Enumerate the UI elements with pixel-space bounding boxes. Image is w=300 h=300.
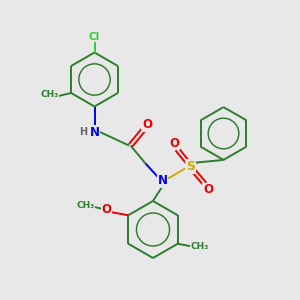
Text: S: S bbox=[186, 160, 195, 173]
Text: O: O bbox=[169, 136, 179, 150]
Text: H: H bbox=[79, 127, 87, 137]
Text: O: O bbox=[102, 203, 112, 216]
Text: N: N bbox=[89, 125, 100, 139]
Text: N: N bbox=[158, 174, 168, 187]
Text: CH₃: CH₃ bbox=[76, 201, 95, 210]
Text: CH₃: CH₃ bbox=[40, 90, 58, 99]
Text: CH₃: CH₃ bbox=[190, 242, 208, 251]
Text: O: O bbox=[142, 118, 152, 131]
Text: O: O bbox=[203, 183, 213, 196]
Text: Cl: Cl bbox=[89, 32, 100, 42]
